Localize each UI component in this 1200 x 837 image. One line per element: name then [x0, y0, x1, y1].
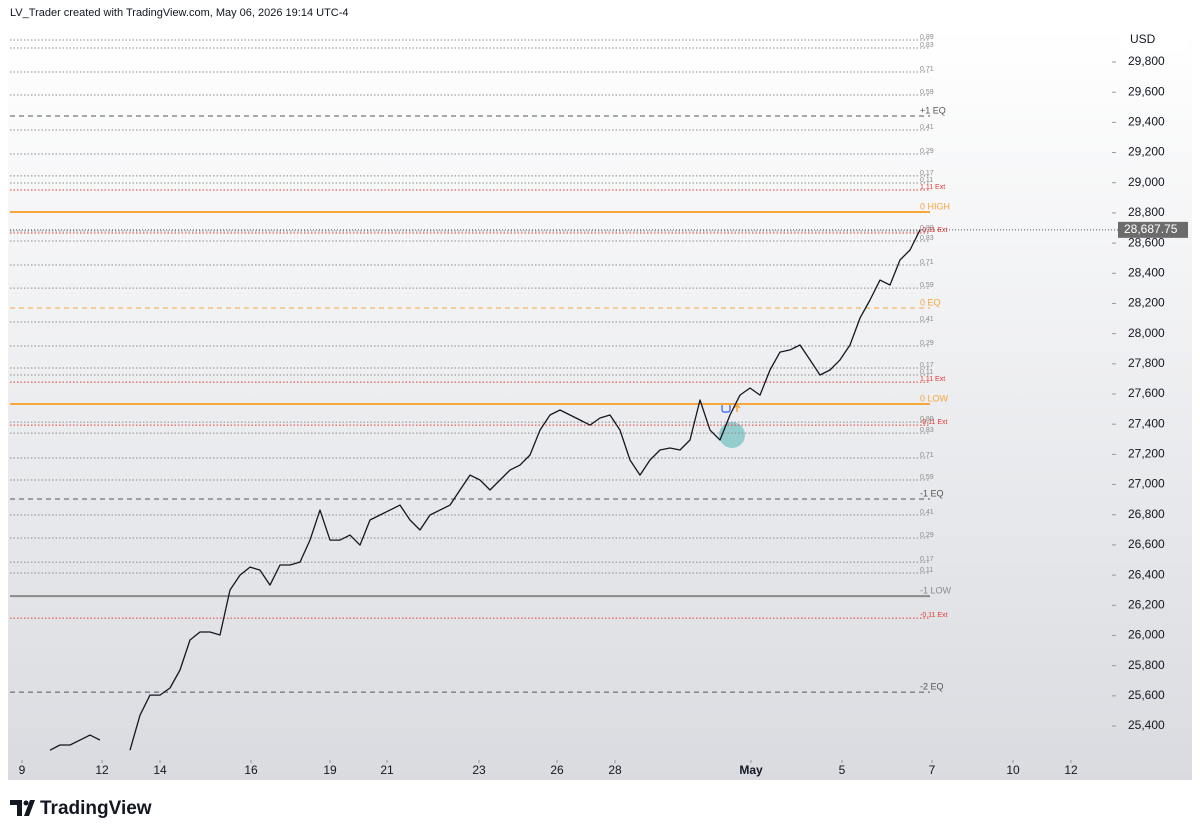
y-tick-label: 27,400 [1128, 416, 1165, 430]
level-label: 0,59 [920, 282, 934, 289]
y-tick-label: 29,600 [1128, 84, 1165, 98]
y-tick-label: 26,200 [1128, 597, 1165, 611]
y-tick-label: 28,600 [1128, 235, 1165, 249]
arrow-icon [733, 403, 741, 412]
level-label: 0,29 [920, 148, 934, 155]
y-tick-label: 28,800 [1128, 205, 1165, 219]
y-tick-label: 28,200 [1128, 296, 1165, 310]
level-label: 0,71 [920, 66, 934, 73]
level-label: -0.11 Ext [920, 227, 948, 234]
level-label: 0,89 [920, 225, 934, 232]
y-tick-label: 29,800 [1128, 54, 1165, 68]
highlight-circle [719, 422, 745, 448]
level-label: 0,29 [920, 532, 934, 539]
y-tick-label: 29,400 [1128, 115, 1165, 129]
level-label: 0,83 [920, 427, 934, 434]
x-tick-label: 5 [839, 763, 846, 777]
level-label: 1.11 Ext [920, 184, 945, 191]
x-tick-label: 9 [19, 763, 26, 777]
y-tick-label: 26,000 [1128, 628, 1165, 642]
x-tick-label: 26 [550, 763, 564, 777]
x-tick-label: 14 [153, 763, 167, 777]
x-tick-label: 10 [1006, 763, 1020, 777]
last-price-box [1118, 221, 1188, 238]
level-label: 0,71 [920, 259, 934, 266]
y-tick-label: 26,400 [1128, 567, 1165, 581]
level-label: 0,89 [920, 34, 934, 41]
caption: LV_Trader created with TradingView.com, … [10, 7, 349, 19]
currency-box [1122, 28, 1188, 52]
y-tick-label: 26,800 [1128, 507, 1165, 521]
x-tick-label: 23 [472, 763, 486, 777]
level-label: 0,17 [920, 362, 934, 369]
x-tick-label: 28 [608, 763, 622, 777]
price-line [49, 229, 921, 751]
level-label: 0,89 [920, 416, 934, 423]
level-label: 0,59 [920, 89, 934, 96]
y-tick-label: 27,000 [1128, 477, 1165, 491]
x-tick-label: May [739, 763, 763, 777]
level-label: 0,83 [920, 42, 934, 49]
level-label: 0 LOW [920, 393, 949, 403]
level-label: 0,11 [920, 369, 933, 376]
level-label: +1 EQ [920, 105, 946, 115]
level-label: -0.11 Ext [920, 612, 948, 619]
y-tick-label: 27,200 [1128, 447, 1165, 461]
level-label: 0,59 [920, 474, 934, 481]
logo [10, 800, 35, 816]
y-tick-label: 25,600 [1128, 688, 1165, 702]
level-label: 0,17 [920, 170, 934, 177]
level-label: 0,11 [920, 177, 933, 184]
y-tick-label: 28,000 [1128, 326, 1165, 340]
brand: TradingView [40, 798, 152, 819]
level-label: 0,41 [920, 124, 934, 131]
last-price-label: 28,687.75 [1124, 222, 1178, 236]
level-label: -2 EQ [920, 681, 944, 691]
level-label: 0,17 [920, 556, 934, 563]
x-tick-label: 12 [95, 763, 109, 777]
level-label: 0,41 [920, 316, 934, 323]
y-tick-label: 29,000 [1128, 175, 1165, 189]
level-label: -0.11 Ext [920, 419, 948, 426]
y-tick-label: 28,400 [1128, 265, 1165, 279]
x-tick-label: 12 [1064, 763, 1078, 777]
level-label: 0,11 [920, 567, 933, 574]
level-label: 0,83 [920, 235, 934, 242]
level-label: 0,29 [920, 340, 934, 347]
y-tick-label: 25,400 [1128, 718, 1165, 732]
x-tick-label: 19 [323, 763, 337, 777]
level-label: 0 EQ [920, 297, 941, 307]
level-label: 0,71 [920, 452, 934, 459]
level-label: -1 EQ [920, 488, 944, 498]
currency: USD [1130, 32, 1156, 46]
level-label: 1.11 Ext [920, 376, 945, 383]
x-tick-label: 21 [380, 763, 394, 777]
x-tick-label: 7 [929, 763, 936, 777]
level-label: 0,41 [920, 509, 934, 516]
level-label: -1 LOW [920, 585, 952, 595]
y-tick-label: 26,600 [1128, 537, 1165, 551]
y-tick-label: 27,800 [1128, 356, 1165, 370]
y-tick-label: 25,800 [1128, 658, 1165, 672]
y-tick-label: 29,200 [1128, 145, 1165, 159]
y-tick-label: 27,600 [1128, 386, 1165, 400]
x-tick-label: 16 [244, 763, 258, 777]
level-label: 0 HIGH [920, 201, 950, 211]
